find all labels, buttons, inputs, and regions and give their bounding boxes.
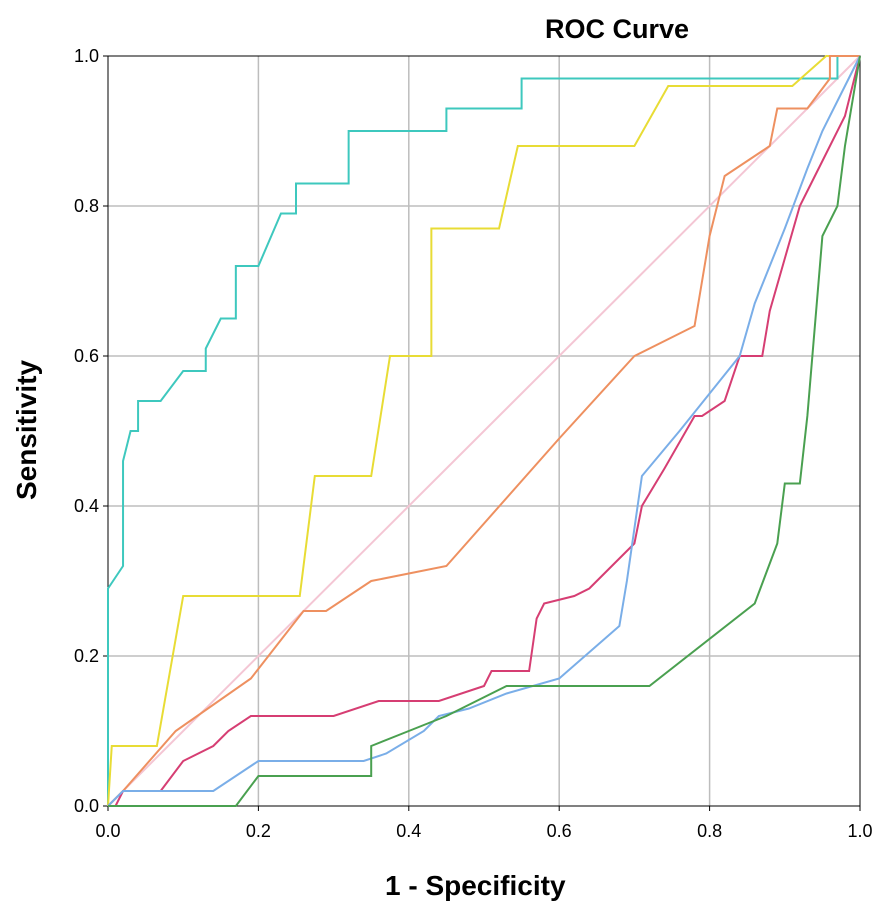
plot-area-frame [107,55,861,807]
y-tick-label: 0.8 [74,196,99,216]
grid-lines [108,56,860,806]
x-axis-ticks: 0.0 0.2 0.4 0.6 0.8 1.0 [95,806,873,841]
roc-series-line-1 [107,55,860,806]
x-tick-label: 0.6 [547,821,572,841]
roc-series-line-3 [107,55,860,807]
y-axis-label: Sensitivity [11,359,42,501]
y-tick-label: 0.0 [74,796,99,816]
roc-series-line-2 [107,55,860,807]
x-tick-label: 0.8 [697,821,722,841]
y-tick-label: 0.2 [74,646,99,666]
y-tick-label: 1.0 [74,46,99,66]
x-axis-label: 1 - Specificity [385,870,566,901]
y-tick-label: 0.4 [74,496,99,516]
series-lines [107,55,861,807]
roc-series-line-4 [108,55,861,807]
reference-diagonal-line [107,55,861,807]
x-tick-label: 1.0 [847,821,872,841]
x-tick-label: 0.0 [95,821,120,841]
chart-title: ROC Curve [545,14,690,44]
x-tick-label: 0.4 [396,821,421,841]
roc-series-line-5 [107,55,861,807]
y-tick-label: 0.6 [74,346,99,366]
y-axis-ticks: 0.0 0.2 0.4 0.6 0.8 1.0 [74,46,108,816]
x-tick-label: 0.2 [246,821,271,841]
roc-series-line-6 [108,55,861,807]
